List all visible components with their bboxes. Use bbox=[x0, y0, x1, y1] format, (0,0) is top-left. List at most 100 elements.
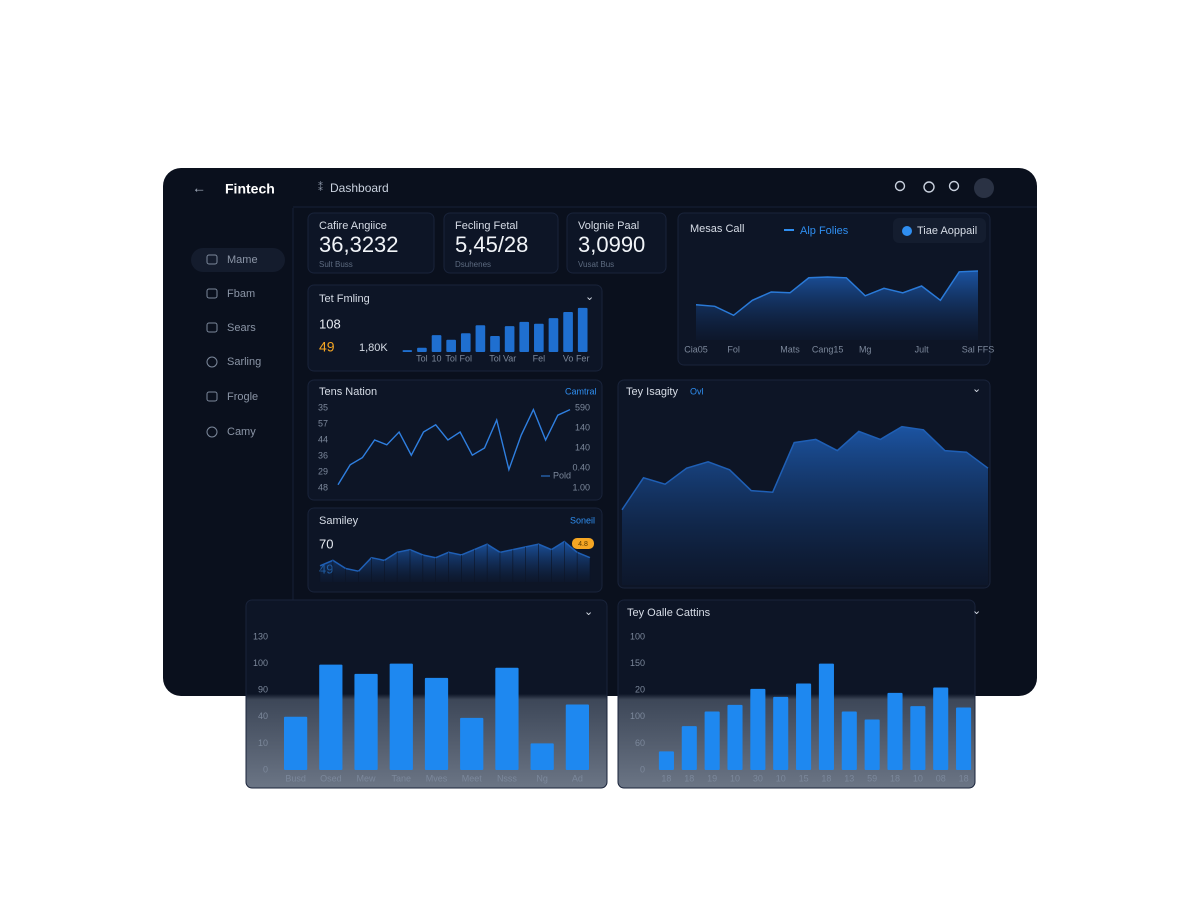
bar bbox=[887, 692, 903, 770]
search-icon[interactable] bbox=[894, 180, 906, 192]
x-tick-label: 19 bbox=[707, 773, 717, 783]
chevron[interactable]: ⌄ bbox=[585, 291, 594, 303]
bar bbox=[460, 717, 484, 770]
page-icon: ⁑ bbox=[318, 182, 323, 194]
y-axis-label: 40 bbox=[258, 711, 268, 721]
x-tick-label: 18 bbox=[890, 773, 900, 783]
back-button[interactable]: ← bbox=[192, 180, 206, 196]
y2-axis-label: 140 bbox=[575, 442, 590, 452]
y-axis-label: 0 bbox=[640, 764, 645, 774]
x-tick-label: Cang15 bbox=[812, 344, 844, 354]
bar bbox=[475, 325, 486, 352]
chevron[interactable]: ⌄ bbox=[972, 605, 981, 617]
legend-label: Alp Folies bbox=[800, 225, 849, 237]
bar bbox=[773, 696, 789, 770]
bar bbox=[319, 664, 343, 770]
y-axis-label: 10 bbox=[258, 738, 268, 748]
x-tick-label: Fol bbox=[460, 353, 473, 363]
nav: Mame Fbam Sears Sarling Frogle Camy bbox=[206, 254, 261, 438]
bar bbox=[956, 707, 972, 770]
kpi-label: Cafire Angiice bbox=[319, 220, 387, 232]
y-axis-label: 100 bbox=[630, 631, 645, 641]
y-axis-label: 48 bbox=[318, 482, 328, 492]
nav-active bbox=[191, 248, 285, 272]
bar bbox=[727, 704, 743, 770]
x-tick-label: Osed bbox=[320, 773, 342, 783]
kpi-card bbox=[566, 212, 667, 274]
link[interactable]: Soneil bbox=[570, 515, 595, 525]
button[interactable] bbox=[893, 218, 986, 243]
stat: 49 bbox=[319, 339, 335, 355]
x-tick-label: 10 bbox=[730, 773, 740, 783]
x-tick-label: 59 bbox=[867, 773, 877, 783]
area bbox=[320, 541, 590, 582]
x-tick-label: Fel bbox=[533, 353, 546, 363]
legend-label: Pold bbox=[553, 470, 571, 480]
y2-axis-label: 1.00 bbox=[572, 482, 590, 492]
bar bbox=[841, 711, 857, 770]
bar bbox=[933, 687, 949, 770]
x-tick-label: Ng bbox=[536, 773, 548, 783]
area-line bbox=[621, 425, 989, 511]
link[interactable]: Ovl bbox=[690, 386, 704, 396]
x-tick-label: 18 bbox=[684, 773, 694, 783]
x-tick-label: 15 bbox=[799, 773, 809, 783]
kpi-card bbox=[443, 212, 559, 274]
nav-item[interactable]: Sarling bbox=[227, 356, 261, 368]
nav-item[interactable]: Fbam bbox=[227, 288, 255, 300]
y-axis-label: 44 bbox=[318, 434, 328, 444]
chevron[interactable]: ⌄ bbox=[584, 606, 593, 618]
y2-axis-label: 0.40 bbox=[572, 462, 590, 472]
search-icon[interactable] bbox=[948, 180, 960, 192]
kpi-sub: Sult Buss bbox=[319, 260, 353, 269]
avatar[interactable] bbox=[974, 178, 994, 198]
area-line bbox=[695, 270, 979, 317]
chevron[interactable]: ⌄ bbox=[972, 383, 981, 395]
x-tick-label: Nsss bbox=[497, 773, 517, 783]
link[interactable]: Camtral bbox=[565, 386, 597, 396]
y2-axis-label: 140 bbox=[575, 422, 590, 432]
bar bbox=[534, 323, 544, 352]
badge bbox=[572, 538, 594, 549]
nav-item[interactable]: Camy bbox=[227, 426, 256, 438]
y-axis-label: 100 bbox=[253, 658, 268, 668]
bar bbox=[424, 677, 449, 770]
button-icon bbox=[902, 226, 912, 236]
button-label[interactable]: Tiae Aoppail bbox=[917, 225, 977, 237]
x-tick-label: Mves bbox=[426, 773, 448, 783]
kpi-card bbox=[307, 212, 435, 274]
x-tick-label: Mg bbox=[859, 344, 872, 354]
x-tick-label: Fer bbox=[576, 353, 590, 363]
bar bbox=[910, 706, 926, 770]
stat: 1,80K bbox=[359, 342, 388, 354]
nav-item[interactable]: Frogle bbox=[227, 391, 258, 403]
bar bbox=[704, 711, 720, 770]
bar bbox=[577, 307, 588, 352]
nav-item[interactable]: Sears bbox=[227, 322, 256, 334]
x-tick-label: Tol bbox=[416, 353, 428, 363]
x-tick-label: Cia05 bbox=[684, 344, 708, 354]
y-axis-label: 130 bbox=[253, 631, 268, 641]
kpi-label: Fecling Fetal bbox=[455, 220, 518, 232]
x-tick-label: 30 bbox=[753, 773, 763, 783]
bar bbox=[818, 663, 834, 770]
bar bbox=[681, 726, 697, 770]
x-tick-label: Meet bbox=[462, 773, 483, 783]
stat: 108 bbox=[319, 316, 341, 331]
nav-item[interactable]: Mame bbox=[227, 254, 258, 266]
brand: Fintech bbox=[225, 181, 275, 197]
nav-icon bbox=[206, 288, 218, 299]
bar bbox=[446, 339, 456, 352]
x-tick-label: Mew bbox=[357, 773, 377, 783]
x-tick-label: 18 bbox=[959, 773, 969, 783]
notify-icon[interactable] bbox=[923, 181, 935, 193]
area-line bbox=[319, 540, 591, 573]
x-tick-label: Var bbox=[503, 353, 516, 363]
nav-icon bbox=[206, 426, 218, 438]
x-tick-label: 10 bbox=[776, 773, 786, 783]
kpi-sub: Vusat Bus bbox=[578, 260, 614, 269]
kpi-label: Volgnie Paal bbox=[578, 220, 639, 232]
bar bbox=[750, 688, 766, 770]
